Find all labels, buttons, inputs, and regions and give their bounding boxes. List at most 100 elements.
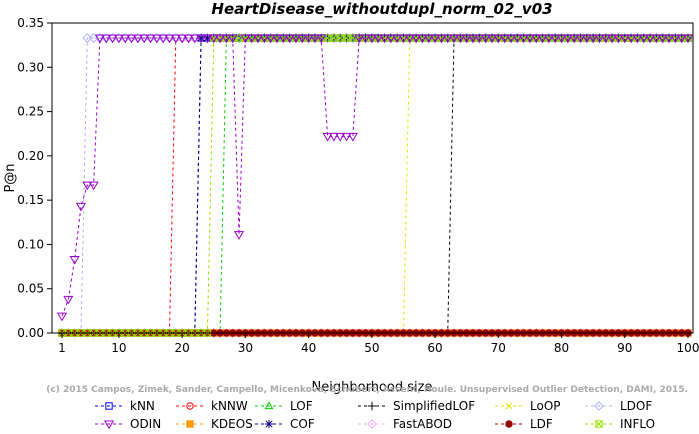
data-point-odin — [335, 132, 346, 142]
data-point-odin — [436, 34, 447, 44]
legend-label: KDEOS — [211, 417, 253, 431]
x-tick-label: 30 — [238, 341, 253, 355]
legend-item-lof: LOF — [255, 399, 313, 413]
series-cof — [57, 33, 693, 338]
data-point-odin — [543, 34, 554, 44]
y-axis: 0.00 0.05 0.10 0.15 0.20 0.25 0.30 0.35 — [17, 16, 52, 340]
legend-label: ODIN — [130, 417, 161, 431]
legend-item-fastabod: FastABOD — [358, 417, 452, 431]
data-point-odin — [252, 34, 264, 44]
data-point-odin — [63, 295, 74, 305]
data-point-odin — [221, 34, 232, 44]
data-point-odin — [524, 34, 535, 44]
x-axis-label: Neighborhood size — [312, 380, 433, 395]
legend-marker — [186, 420, 194, 428]
data-point-odin — [467, 34, 479, 44]
data-point-odin — [107, 34, 118, 44]
chart-title: HeartDisease_withoutdupl_norm_02_v03 — [211, 0, 552, 18]
data-point-odin — [581, 34, 592, 44]
legend-marker — [505, 420, 513, 428]
data-point-odin — [651, 34, 662, 44]
data-point-odin — [575, 34, 586, 44]
x-tick-label: 40 — [301, 341, 316, 355]
data-point-odin — [208, 34, 219, 44]
data-point-odin — [663, 34, 675, 44]
legend: kNN kNNW LOF SimplifiedLOF LoOP LDOF ODIN KDEOS… — [95, 399, 655, 431]
legend-marker — [264, 401, 274, 410]
data-point-odin — [278, 34, 289, 44]
data-point-odin — [518, 34, 529, 44]
x-tick-label: 70 — [491, 341, 506, 355]
data-point-odin — [341, 132, 352, 142]
data-point-odin — [670, 34, 681, 44]
data-point-odin — [638, 34, 649, 44]
data-point-odin — [480, 34, 491, 44]
legend-label: LDOF — [620, 399, 652, 413]
data-point-odin — [474, 34, 485, 44]
data-point-odin — [404, 34, 415, 44]
data-point-odin — [392, 34, 403, 44]
data-point-odin — [531, 34, 542, 44]
data-point-odin — [379, 34, 390, 44]
x-axis: 1 10 20 30 40 50 60 70 80 90 100 — [58, 333, 699, 355]
legend-label: COF — [290, 417, 315, 431]
series-line-loop — [62, 37, 688, 334]
data-point-odin — [442, 34, 453, 44]
series-odin — [56, 34, 694, 322]
data-point-odin — [682, 34, 694, 44]
legend-marker — [264, 419, 274, 429]
series-line-cof — [62, 37, 688, 334]
data-point-odin — [297, 34, 308, 44]
y-tick-label: 0.10 — [17, 237, 44, 251]
data-point-odin — [505, 34, 517, 44]
legend-item-ldf: LDF — [495, 417, 553, 431]
data-point-odin — [632, 34, 643, 44]
data-point-odin — [196, 34, 207, 44]
data-point-odin — [569, 34, 580, 44]
data-point-odin — [75, 202, 87, 212]
data-point-odin — [493, 34, 504, 44]
data-point-odin — [644, 34, 656, 44]
data-point-odin — [290, 34, 302, 44]
legend-marker — [505, 402, 513, 410]
data-point-odin — [82, 181, 93, 191]
data-point-odin — [385, 34, 396, 44]
legend-label: SimplifiedLOF — [393, 399, 475, 413]
data-point-odin — [411, 34, 422, 44]
data-point-odin — [158, 34, 169, 44]
legend-item-loop: LoOP — [495, 399, 561, 413]
data-point-odin — [240, 34, 251, 44]
data-point-odin — [594, 34, 605, 44]
data-point-odin — [215, 34, 226, 44]
legend-label: INFLO — [620, 417, 655, 431]
y-tick-label: 0.00 — [17, 326, 44, 340]
data-point-odin — [145, 34, 156, 44]
data-point-odin — [607, 34, 618, 44]
series-line-odin — [61, 37, 688, 317]
data-point-odin — [398, 34, 409, 44]
data-point-odin — [486, 34, 498, 44]
legend-item-odin: ODIN — [95, 417, 161, 431]
data-point-odin — [556, 34, 567, 44]
data-point-odin — [309, 34, 320, 44]
x-tick-label: 100 — [677, 341, 699, 355]
data-point-odin — [284, 34, 295, 44]
series-knnw — [58, 34, 692, 337]
x-tick-label: 90 — [617, 341, 632, 355]
legend-item-ldof: LDOF — [585, 399, 652, 413]
data-point-odin — [132, 34, 143, 44]
y-tick-label: 0.25 — [17, 105, 44, 119]
y-tick-label: 0.35 — [17, 16, 44, 30]
data-point-odin — [366, 34, 377, 44]
data-point-odin — [455, 34, 466, 44]
plot-frame — [51, 22, 694, 334]
data-point-odin — [151, 34, 162, 44]
legend-item-simplifiedlof: SimplifiedLOF — [358, 399, 475, 413]
series-line-simplifiedlof — [62, 37, 688, 334]
data-point-odin — [613, 34, 624, 44]
data-point-odin — [113, 34, 124, 44]
data-point-odin — [183, 34, 194, 44]
x-tick-label: 20 — [175, 341, 190, 355]
series-line-knn — [62, 37, 688, 334]
data-point-odin — [94, 34, 106, 44]
